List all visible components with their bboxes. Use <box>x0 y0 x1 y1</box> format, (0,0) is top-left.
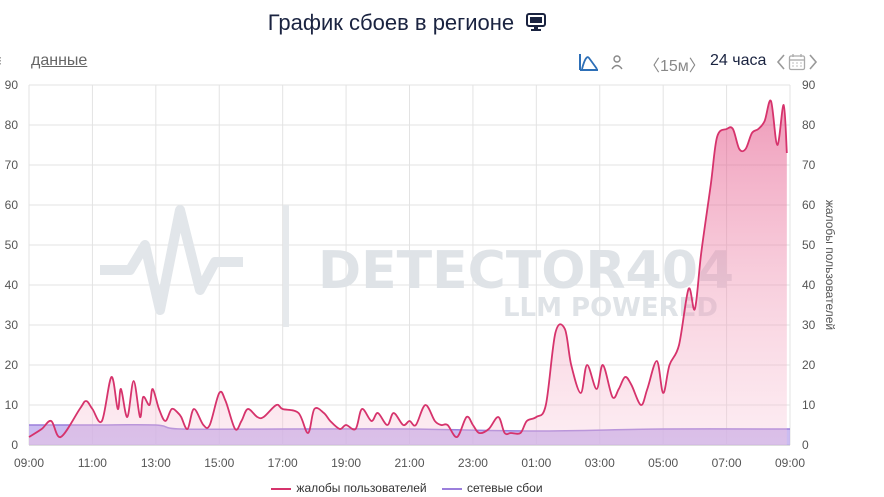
chevron-left-icon[interactable] <box>776 53 786 76</box>
axes: 0 0 10 10 20 20 30 30 40 40 50 50 60 60 70 70 80 80 90 90 09… <box>5 78 816 470</box>
x-tick: 19:00 <box>331 456 361 470</box>
x-tick: 11:00 <box>78 456 107 470</box>
legend-label-complaints: жалобы пользователей <box>296 481 427 495</box>
x-tick: 23:00 <box>458 456 488 470</box>
y-tick-left: 30 <box>5 318 19 332</box>
y-tick-right: 80 <box>802 118 816 132</box>
y-tick-right: 50 <box>802 238 816 252</box>
x-tick: 09:00 <box>14 456 44 470</box>
series-complaints-line <box>28 99 788 438</box>
legend-swatch-complaints <box>271 487 292 490</box>
watermark-divider <box>283 205 289 327</box>
y-tick-right: 60 <box>802 198 816 212</box>
x-tick: 09:00 <box>775 456 805 470</box>
y-tick-left: 90 <box>5 78 19 92</box>
x-tick: 15:00 <box>204 456 234 470</box>
x-tick: 21:00 <box>394 456 424 470</box>
monitor-icon[interactable] <box>526 11 547 37</box>
data-link[interactable]: данные <box>31 52 88 69</box>
legend-label-network: сетевые сбои <box>466 481 543 495</box>
user-icon[interactable] <box>610 53 624 76</box>
y-tick-left: 10 <box>5 398 19 412</box>
x-tick: 01:00 <box>521 456 551 470</box>
x-tick: 17:00 <box>268 456 298 470</box>
y-tick-right: 0 <box>802 438 809 452</box>
y-tick-right: 40 <box>802 278 816 292</box>
interval-selector[interactable]: 〈15м〉 <box>644 58 705 75</box>
calendar-icon[interactable] <box>788 53 806 76</box>
chevron-right-icon[interactable] <box>808 53 818 76</box>
watermark: DETECTOR404 LLM POWERED <box>100 205 734 327</box>
y-tick-left: 70 <box>5 158 19 172</box>
y-tick-right: 90 <box>802 78 816 92</box>
range-selector[interactable]: 24 часа <box>710 52 767 69</box>
y-tick-left: 20 <box>5 358 19 372</box>
x-tick: 13:00 <box>141 456 171 470</box>
legend-swatch-network <box>441 487 462 490</box>
share-icon[interactable]: ⁝ <box>0 54 2 68</box>
y-axis-label-right: жалобы пользователей <box>823 200 837 330</box>
y-tick-right: 10 <box>802 398 816 412</box>
watermark-sub: LLM POWERED <box>503 293 718 323</box>
series <box>28 99 791 445</box>
y-tick-right: 20 <box>802 358 816 372</box>
y-tick-right: 30 <box>802 318 816 332</box>
y-tick-left: 60 <box>5 198 19 212</box>
legend-item-complaints[interactable]: жалобы пользователей <box>271 481 427 495</box>
watermark-main: DETECTOR404 <box>318 241 734 301</box>
x-tick: 07:00 <box>712 456 742 470</box>
legend-item-network[interactable]: сетевые сбои <box>441 481 543 495</box>
page-title: График сбоев в регионе <box>0 10 814 37</box>
title-text: График сбоев в регионе <box>267 10 515 35</box>
y-tick-left: 0 <box>11 438 18 452</box>
x-tick: 05:00 <box>648 456 678 470</box>
chart-toggle-icon[interactable] <box>578 52 600 77</box>
x-tick: 03:00 <box>585 456 615 470</box>
y-tick-left: 40 <box>5 278 19 292</box>
legend: жалобы пользователей сетевые сбои <box>0 481 814 495</box>
y-tick-right: 70 <box>802 158 816 172</box>
y-tick-left: 80 <box>5 118 19 132</box>
y-tick-left: 50 <box>5 238 19 252</box>
watermark-logo-icon <box>100 205 243 315</box>
